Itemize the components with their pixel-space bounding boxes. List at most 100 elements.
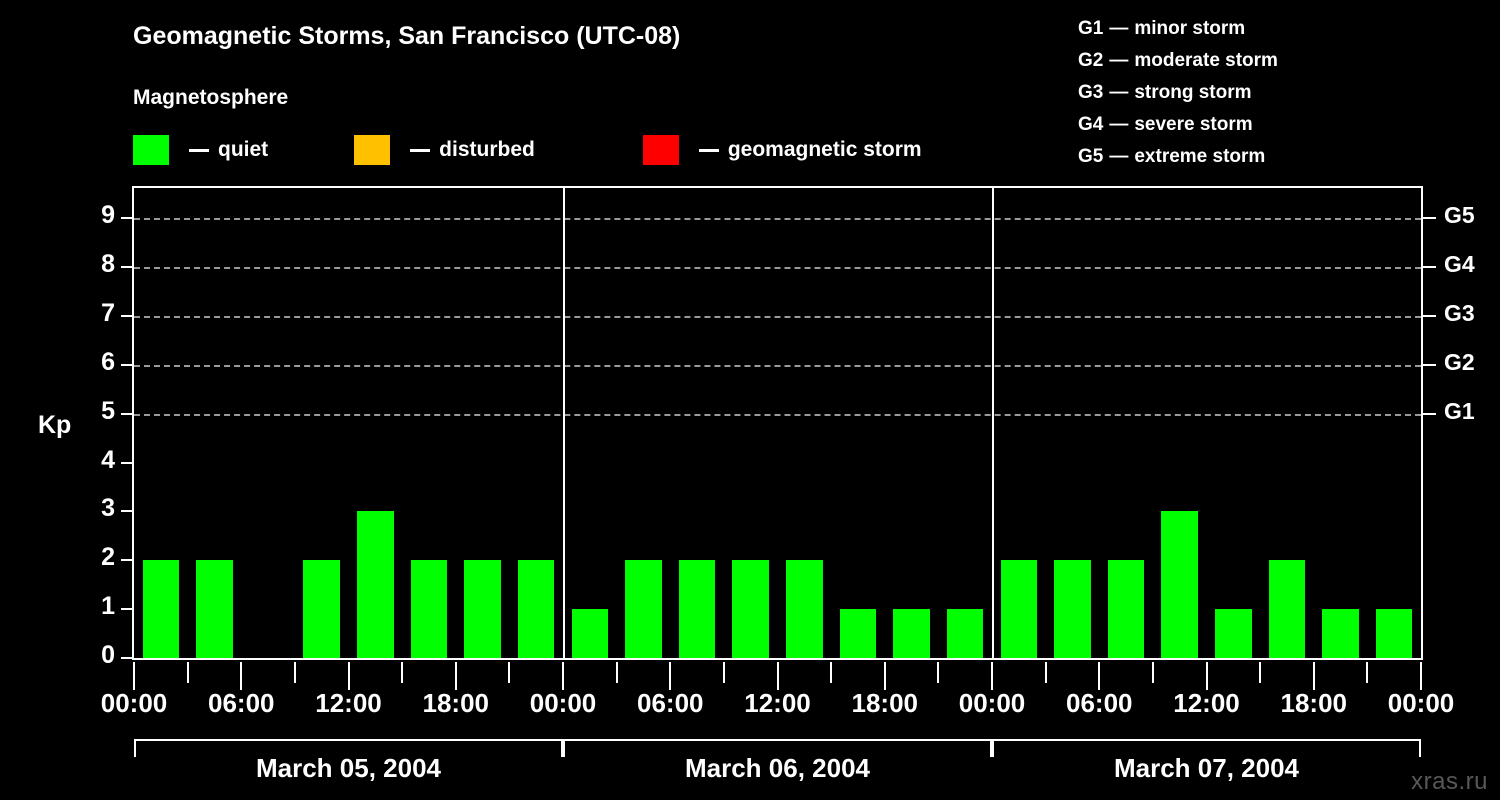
- x-axis-tick-mark: [1259, 662, 1262, 683]
- y-axis-tick-label: 9: [101, 201, 115, 230]
- bar: [1375, 609, 1413, 658]
- x-axis-tick-label: 00:00: [958, 688, 1026, 718]
- x-axis-tick-mark: [1366, 662, 1369, 683]
- x-axis-tick-label: 00:00: [1387, 688, 1455, 718]
- plot-area: [132, 186, 1423, 660]
- gscale-code: G2: [1078, 50, 1104, 71]
- bar: [1322, 609, 1359, 658]
- gscale-legend-row: G1— minor storm: [1078, 13, 1278, 45]
- y-axis-tick-mark: [121, 510, 132, 513]
- bar: [464, 560, 501, 658]
- g-axis-tick-mark: [1423, 217, 1436, 220]
- y-axis-tick-mark: [121, 315, 132, 318]
- g-axis-tick-label: G3: [1444, 300, 1475, 327]
- gscale-description: moderate storm: [1134, 50, 1278, 71]
- g-axis-tick-label: G2: [1444, 348, 1475, 375]
- y-axis-tick-mark: [121, 461, 132, 464]
- bar: [946, 609, 984, 658]
- x-axis-tick-mark: [186, 662, 189, 683]
- disturbed-swatch: [354, 135, 391, 165]
- gscale-legend-row: G2— moderate storm: [1078, 45, 1278, 77]
- gscale-legend-row: G4— severe storm: [1078, 109, 1278, 141]
- day-bracket: [992, 739, 1421, 757]
- gscale-code: G4: [1078, 114, 1104, 135]
- x-axis-tick-mark: [669, 662, 672, 690]
- x-axis-tick-mark: [401, 662, 404, 683]
- gscale-separator: —: [1109, 146, 1129, 167]
- magnetosphere-label: Magnetosphere: [133, 86, 289, 109]
- x-axis-tick-mark: [883, 662, 886, 690]
- x-axis-tick-label: 00:00: [100, 688, 168, 718]
- day-bracket: [563, 739, 992, 757]
- bar: [1107, 560, 1145, 658]
- x-axis-tick-mark: [1044, 662, 1047, 683]
- y-axis-tick-mark: [121, 657, 132, 659]
- bar: [303, 560, 340, 658]
- bar: [142, 560, 180, 658]
- x-axis-tick-mark: [293, 662, 296, 683]
- bar: [786, 560, 823, 658]
- x-axis-tick-mark: [508, 662, 511, 683]
- storm-swatch: [642, 135, 679, 165]
- x-axis-tick-mark: [133, 662, 135, 690]
- day-caption: March 07, 2004: [1113, 753, 1299, 783]
- gscale-description: strong storm: [1134, 82, 1252, 103]
- y-axis-tick-label: 8: [101, 250, 115, 279]
- gscale-code: G1: [1078, 18, 1104, 39]
- gscale-separator: —: [1109, 50, 1129, 71]
- gscale-description: severe storm: [1134, 114, 1253, 135]
- gridline: [134, 364, 1421, 367]
- y-axis-tick-label: 5: [101, 396, 115, 425]
- x-axis-tick-mark: [776, 662, 779, 690]
- bar: [1161, 511, 1198, 658]
- bar: [839, 609, 877, 658]
- g-axis-tick-label: G4: [1444, 251, 1475, 278]
- y-axis-tick-label: 2: [101, 543, 115, 572]
- y-axis-tick-label: 1: [101, 592, 115, 621]
- bar: [410, 560, 448, 658]
- legend-dash: [189, 148, 209, 152]
- x-axis-tick-label: 12:00: [315, 688, 382, 718]
- y-axis-tick-mark: [121, 217, 132, 220]
- y-axis-tick-label: 3: [101, 494, 115, 523]
- x-axis-tick-mark: [722, 662, 725, 683]
- x-axis-tick-label: 12:00: [1173, 688, 1240, 718]
- y-axis-label: Kp: [38, 411, 72, 439]
- x-axis-tick-label: 12:00: [744, 688, 811, 718]
- day-caption: March 05, 2004: [255, 753, 441, 783]
- y-axis-tick-mark: [121, 363, 132, 366]
- day-separator: [992, 188, 994, 658]
- y-axis-tick-label: 6: [101, 347, 115, 376]
- x-axis-tick-label: 18:00: [851, 688, 919, 718]
- x-axis-tick-mark: [615, 662, 618, 683]
- x-axis-tick-label: 06:00: [1066, 688, 1133, 718]
- bar: [571, 609, 609, 658]
- day-bracket: [134, 739, 563, 757]
- x-axis-tick-mark: [240, 662, 243, 690]
- gscale-code: G5: [1078, 146, 1104, 167]
- bar: [1215, 609, 1252, 658]
- g-axis-tick-mark: [1423, 315, 1436, 318]
- gscale-separator: —: [1109, 114, 1129, 135]
- y-axis-tick-mark: [121, 266, 132, 269]
- legend-label: quiet: [218, 138, 269, 161]
- legend-label: geomagnetic storm: [727, 138, 922, 161]
- legend-dash: [410, 148, 431, 152]
- x-axis-tick-mark: [1420, 662, 1422, 690]
- x-axis-tick-mark: [1205, 662, 1208, 690]
- bar: [1268, 560, 1306, 658]
- x-axis-tick-mark: [1151, 662, 1154, 683]
- g-axis-tick-mark: [1423, 363, 1436, 366]
- quiet-swatch: [133, 135, 169, 165]
- legend-dash: [698, 148, 719, 152]
- gscale-legend: G1— minor storm G2— moderate storm G3— strong…: [1078, 13, 1278, 173]
- gscale-legend-row: G5— extreme storm: [1078, 141, 1278, 173]
- legend-entry: disturbed: [354, 133, 535, 167]
- day-separator: [563, 188, 565, 658]
- gscale-description: extreme storm: [1134, 146, 1266, 167]
- legend-label: disturbed: [439, 138, 535, 161]
- x-axis-tick-mark: [454, 662, 457, 690]
- y-axis-tick-mark: [121, 412, 132, 415]
- y-axis-tick-mark: [121, 608, 132, 611]
- gscale-separator: —: [1109, 82, 1129, 103]
